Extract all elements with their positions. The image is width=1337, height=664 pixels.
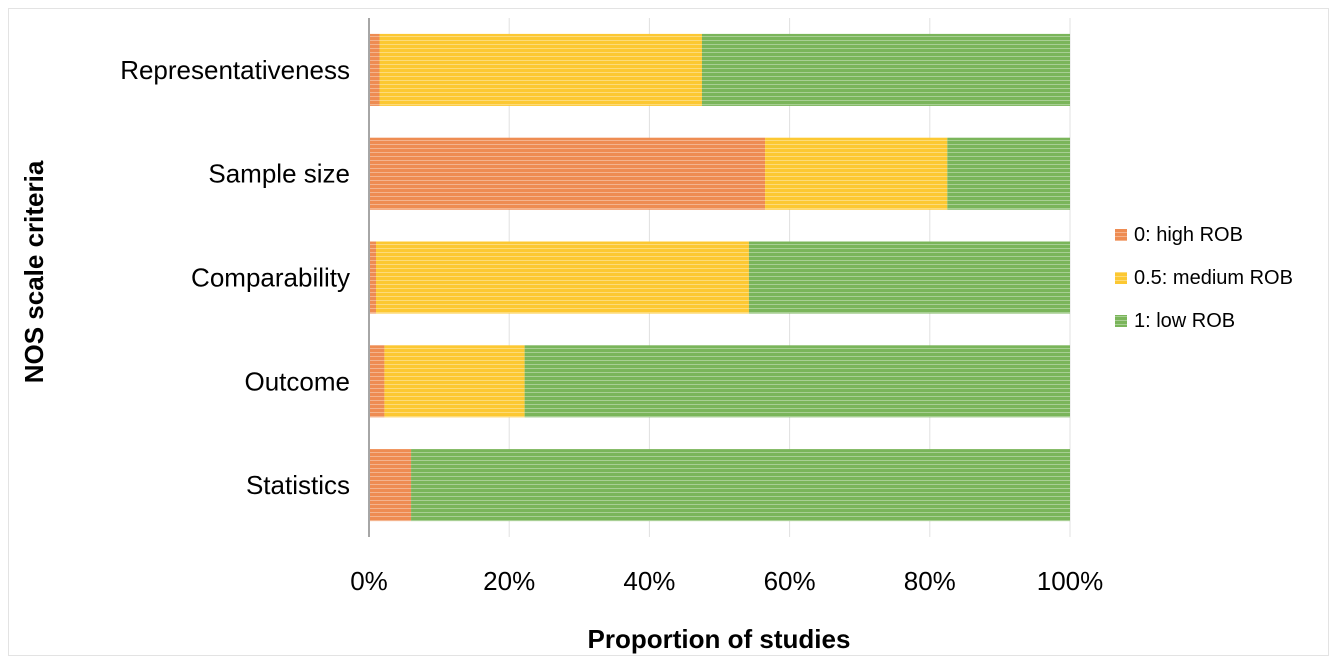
bar-segment-stripes	[369, 345, 385, 418]
x-tick-label: 20%	[483, 566, 535, 596]
category-label: Outcome	[245, 366, 351, 396]
legend-swatch-stripes	[1115, 315, 1127, 327]
x-tick-label: 80%	[904, 566, 956, 596]
legend-label: 1: low ROB	[1134, 310, 1235, 332]
x-tick-label: 60%	[764, 566, 816, 596]
legend-label: 0.5: medium ROB	[1134, 267, 1293, 289]
bar-segment-stripes	[765, 137, 948, 210]
bar-segment-stripes	[369, 241, 377, 314]
legend-swatch-stripes	[1115, 272, 1127, 284]
y-axis-title: NOS scale criteria	[19, 160, 49, 383]
bar-segment-stripes	[524, 345, 1070, 418]
bar-segment-stripes	[369, 449, 412, 522]
bar-segment-stripes	[369, 137, 766, 210]
legend: 0: high ROB 0.5: medium ROB 1: low ROB	[1115, 224, 1293, 332]
bar-segment-stripes	[384, 345, 525, 418]
bar-segment-stripes	[376, 241, 749, 314]
x-tick-labels: 0% 20% 40% 60% 80% 100%	[350, 566, 1103, 596]
category-label: Statistics	[246, 470, 350, 500]
bars	[369, 33, 1070, 522]
bar-segment-stripes	[369, 33, 380, 106]
x-axis-title: Proportion of studies	[588, 624, 851, 654]
bar-segment-stripes	[947, 137, 1070, 210]
bar-segment-stripes	[748, 241, 1070, 314]
category-label: Representativeness	[120, 55, 350, 85]
bar-segment-stripes	[411, 449, 1070, 522]
category-labels: Representativeness Sample size Comparabili…	[120, 55, 350, 500]
legend-label: 0: high ROB	[1134, 224, 1243, 246]
x-tick-label: 40%	[623, 566, 675, 596]
legend-swatch-stripes	[1115, 229, 1127, 241]
bar-segment-stripes	[701, 33, 1070, 106]
chart-frame	[8, 8, 1329, 656]
bar-segment-stripes	[379, 33, 702, 106]
category-label: Comparability	[191, 263, 350, 293]
x-tick-label: 100%	[1037, 566, 1104, 596]
x-tick-label: 0%	[350, 566, 388, 596]
category-label: Sample size	[208, 159, 350, 189]
